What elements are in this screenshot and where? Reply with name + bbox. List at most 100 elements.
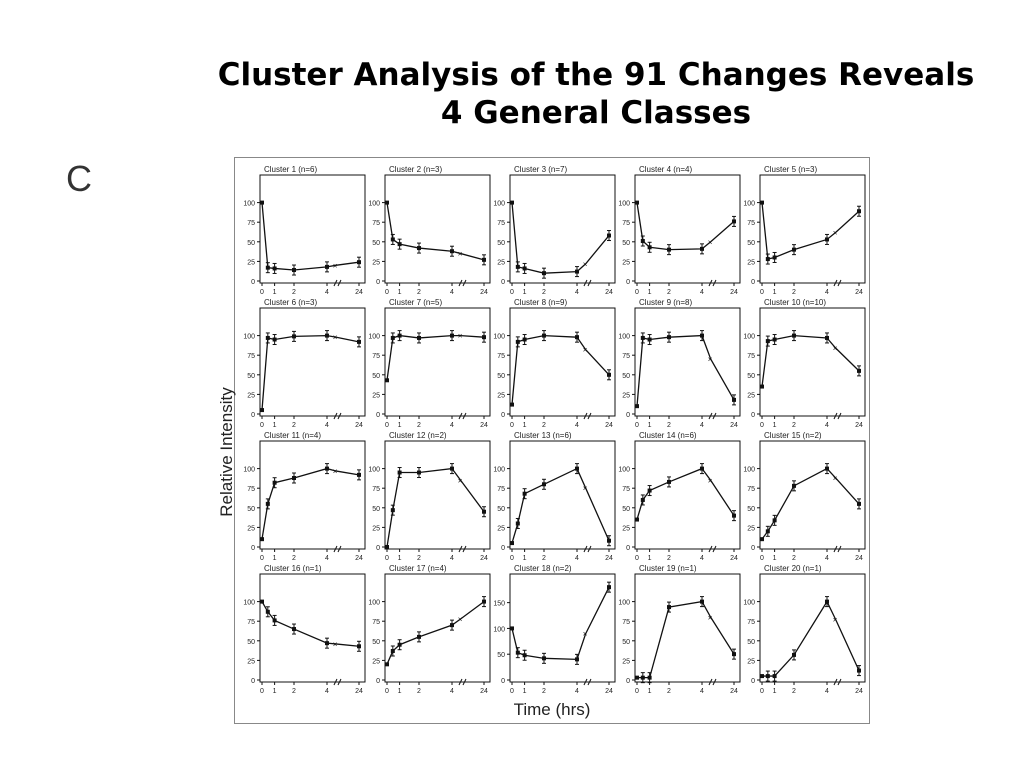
y-tick-label: 100: [368, 334, 380, 341]
y-tick-label: 75: [247, 220, 255, 227]
y-tick-label: 50: [372, 639, 380, 646]
data-point-marker: ×: [708, 613, 713, 622]
y-tick-label: 0: [751, 279, 755, 286]
y-tick-label: 75: [622, 619, 630, 626]
data-point: [397, 242, 402, 247]
x-tick-label: 24: [605, 688, 613, 695]
x-tick-label: 2: [542, 289, 546, 296]
panel-frame: [259, 307, 366, 417]
data-point: [482, 599, 486, 604]
data-point: [699, 333, 704, 338]
data-point: [324, 264, 329, 269]
data-point: [765, 674, 770, 679]
data-point: [292, 334, 297, 339]
panel-title: Cluster 7 (n=5): [389, 298, 442, 307]
x-tick-label: 4: [825, 422, 829, 429]
data-point: [417, 335, 422, 340]
y-tick-label: 50: [622, 506, 630, 513]
data-point: [792, 247, 797, 252]
x-tick-label: 24: [480, 688, 488, 695]
data-point-marker: ×: [583, 260, 588, 269]
data-point: [667, 247, 672, 252]
data-point: [390, 237, 395, 242]
data-point: [272, 618, 277, 623]
y-tick-label: 75: [497, 353, 505, 360]
data-point: [510, 200, 514, 205]
y-tick-label: 50: [747, 639, 755, 646]
panel-title: Cluster 3 (n=7): [514, 165, 567, 174]
y-tick-label: 50: [747, 373, 755, 380]
x-tick-label: 24: [355, 289, 363, 296]
x-tick-label: 0: [385, 555, 389, 562]
data-point: [574, 269, 579, 274]
data-point-marker: ×: [583, 484, 588, 493]
axis-break-mark: [708, 678, 717, 686]
axis-break-mark: [333, 412, 342, 420]
y-tick-label: 75: [747, 619, 755, 626]
x-tick-label: 2: [542, 555, 546, 562]
data-point: [385, 378, 389, 383]
data-point-marker: ×: [708, 238, 713, 247]
y-tick-label: 100: [618, 334, 630, 341]
x-tick-label: 2: [667, 289, 671, 296]
data-point: [397, 333, 402, 338]
x-tick-label: 4: [700, 289, 704, 296]
data-point: [542, 333, 547, 338]
data-point: [760, 537, 764, 542]
y-tick-label: 0: [251, 279, 255, 286]
y-tick-label: 25: [497, 525, 505, 532]
y-tick-label: 0: [501, 279, 505, 286]
x-tick-label: 24: [605, 422, 613, 429]
x-tick-label: 4: [575, 422, 579, 429]
panel-frame: [759, 440, 866, 550]
x-tick-label: 2: [292, 422, 296, 429]
y-tick-label: 100: [243, 334, 255, 341]
data-point: [667, 479, 672, 484]
y-tick-label: 100: [368, 201, 380, 208]
data-point: [765, 529, 770, 534]
y-tick-label: 100: [743, 334, 755, 341]
y-tick-label: 50: [747, 506, 755, 513]
data-point: [607, 233, 611, 238]
x-tick-label: 1: [273, 688, 277, 695]
data-point: [449, 623, 454, 628]
x-tick-label: 0: [260, 422, 264, 429]
panel-frame: [384, 307, 491, 417]
data-point: [857, 368, 861, 373]
axis-break-mark: [458, 279, 467, 287]
panel-frame: [759, 174, 866, 284]
data-point: [292, 627, 297, 632]
data-point: [857, 209, 861, 214]
y-tick-label: 25: [247, 658, 255, 665]
y-tick-label: 0: [376, 279, 380, 286]
slide-title-line-2: 4 General Classes: [440, 95, 752, 131]
y-tick-label: 50: [497, 240, 505, 247]
y-tick-label: 50: [372, 240, 380, 247]
y-tick-label: 50: [372, 506, 380, 513]
y-tick-label: 0: [376, 412, 380, 419]
x-tick-label: 24: [730, 555, 738, 562]
x-tick-label: 1: [273, 422, 277, 429]
x-tick-label: 1: [648, 422, 652, 429]
data-point-marker: ×: [333, 333, 338, 342]
data-point: [510, 541, 514, 546]
y-tick-label: 0: [626, 279, 630, 286]
data-point: [482, 335, 486, 340]
panel-frame: [259, 573, 366, 683]
x-tick-label: 1: [773, 289, 777, 296]
data-point: [417, 246, 422, 251]
y-tick-label: 100: [493, 626, 505, 633]
y-tick-label: 0: [251, 545, 255, 552]
data-point: [482, 257, 486, 262]
data-point: [574, 657, 579, 662]
x-tick-label: 2: [542, 688, 546, 695]
x-tick-label: 0: [760, 422, 764, 429]
axis-break-mark: [708, 412, 717, 420]
y-tick-label: 25: [247, 259, 255, 266]
